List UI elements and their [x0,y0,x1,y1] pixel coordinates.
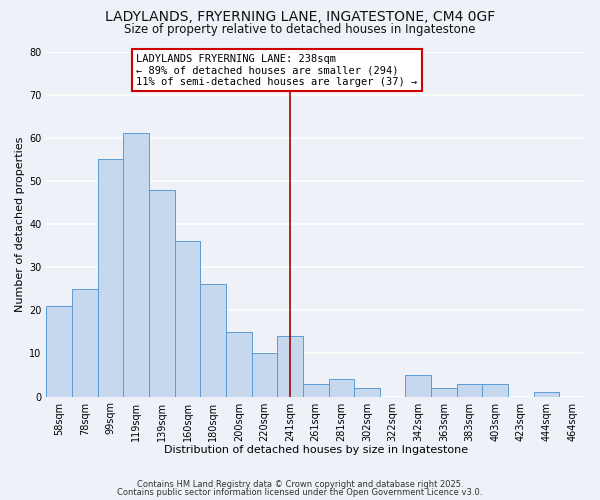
Text: Contains HM Land Registry data © Crown copyright and database right 2025.: Contains HM Land Registry data © Crown c… [137,480,463,489]
Bar [329,380,354,396]
Bar [457,384,482,396]
Bar [226,332,251,396]
Bar [124,134,149,396]
Bar [72,289,98,397]
X-axis label: Distribution of detached houses by size in Ingatestone: Distribution of detached houses by size … [164,445,468,455]
Bar [277,336,303,396]
Text: Size of property relative to detached houses in Ingatestone: Size of property relative to detached ho… [124,22,476,36]
Bar [175,242,200,396]
Bar [251,354,277,397]
Text: Contains public sector information licensed under the Open Government Licence v3: Contains public sector information licen… [118,488,482,497]
Bar [46,306,72,396]
Bar [149,190,175,396]
Bar [354,388,380,396]
Text: LADYLANDS FRYERNING LANE: 238sqm
← 89% of detached houses are smaller (294)
11% : LADYLANDS FRYERNING LANE: 238sqm ← 89% o… [136,54,418,87]
Bar [482,384,508,396]
Bar [534,392,559,396]
Bar [98,160,124,396]
Y-axis label: Number of detached properties: Number of detached properties [15,136,25,312]
Bar [200,284,226,397]
Bar [431,388,457,396]
Bar [303,384,329,396]
Bar [406,375,431,396]
Text: LADYLANDS, FRYERNING LANE, INGATESTONE, CM4 0GF: LADYLANDS, FRYERNING LANE, INGATESTONE, … [105,10,495,24]
